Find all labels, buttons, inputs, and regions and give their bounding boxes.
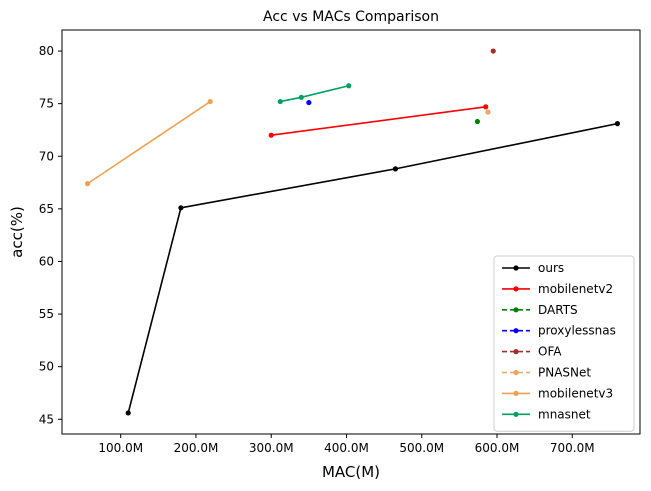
y-tick-label: 65 (39, 202, 54, 216)
series-ours (125, 121, 621, 416)
legend-label: DARTS (538, 303, 578, 317)
legend-swatch-marker (513, 411, 519, 417)
series-darts (474, 118, 481, 125)
x-tick-label: 400.0M (324, 441, 369, 455)
data-point-ours (614, 121, 621, 127)
y-tick-label: 75 (39, 97, 54, 111)
data-point-mnasnet (346, 83, 352, 89)
series-mobilenetv2 (268, 104, 489, 138)
series-proxylessnas (306, 99, 312, 106)
chart-title: Acc vs MACs Comparison (263, 9, 439, 25)
data-point-mobilenetv2 (268, 132, 274, 138)
x-tick-label: 500.0M (399, 441, 444, 455)
legend-label: mobilenetv3 (538, 386, 613, 400)
x-tick-label: 300.0M (249, 441, 294, 455)
legend-swatch-marker (513, 286, 519, 292)
data-point-mobilenetv2 (483, 104, 489, 110)
data-point-ours (392, 166, 399, 172)
series-line-ours (127, 122, 618, 414)
y-tick-label: 60 (39, 254, 54, 268)
y-tick-label: 55 (39, 307, 54, 321)
y-tick-label: 80 (39, 44, 54, 58)
legend-swatch-marker (513, 390, 519, 396)
data-point-pnasnet (485, 109, 491, 115)
series-line-mobilenetv2 (271, 106, 486, 137)
legend-swatch-marker (513, 307, 519, 313)
legend-box (493, 255, 635, 432)
legend-item-darts: DARTS (502, 303, 578, 317)
series-mobilenetv3 (84, 98, 213, 187)
y-tick-label: 70 (39, 149, 54, 163)
y-axis: 45 50 55 60 65 70 75 80 (39, 44, 62, 426)
legend-item-pnasnet: PNASNet (502, 366, 591, 380)
data-point-ofa (490, 48, 496, 54)
series-line-mobilenetv3 (87, 100, 211, 185)
data-point-ours (125, 410, 131, 416)
x-tick-label: 600.0M (475, 441, 520, 455)
y-axis-label: acc(%) (8, 206, 26, 258)
data-point-mobilenetv3 (84, 181, 91, 187)
legend-label: OFA (538, 345, 562, 359)
legend-item-mobilenetv3: mobilenetv3 (502, 386, 613, 400)
legend-swatch-marker (513, 328, 519, 334)
legend-item-ofa: OFA (502, 345, 562, 359)
plot-area (84, 48, 621, 416)
x-tick-label: 700.0M (550, 441, 595, 455)
legend-item-ours: ours (502, 261, 564, 275)
series-mnasnet (277, 83, 352, 105)
x-axis: 100.0M 200.0M 300.0M 400.0M 500.0M 600.0M 700.… (98, 434, 595, 455)
legend-label: proxylessnas (538, 324, 616, 338)
legend-label: mobilenetv2 (538, 282, 613, 296)
legend-swatch-marker (513, 265, 519, 271)
y-tick-label: 50 (39, 360, 54, 374)
legend: ours mobilenetv2 DARTS proxylessnas OFA PNASN… (493, 255, 635, 432)
data-point-ours (178, 205, 184, 211)
legend-label: mnasnet (538, 407, 591, 421)
series-ofa (490, 48, 496, 54)
legend-swatch-marker (513, 369, 519, 376)
data-point-darts (474, 118, 481, 125)
data-point-mnasnet (277, 98, 283, 105)
plot-frame (61, 29, 641, 435)
data-point-proxylessnas (306, 99, 312, 106)
legend-item-proxylessnas: proxylessnas (502, 324, 616, 338)
data-point-mnasnet (298, 94, 304, 100)
data-point-mobilenetv3 (207, 98, 213, 105)
y-tick-label: 45 (39, 412, 54, 426)
legend-label: PNASNet (538, 366, 591, 380)
legend-item-mobilenetv2: mobilenetv2 (502, 282, 613, 296)
x-axis-label: MAC(M) (322, 463, 380, 481)
series-pnasnet (485, 109, 491, 115)
x-tick-label: 200.0M (174, 441, 219, 455)
legend-label: ours (538, 261, 564, 275)
legend-swatch-marker (513, 349, 519, 355)
legend-item-mnasnet: mnasnet (502, 407, 591, 421)
x-tick-label: 100.0M (98, 441, 143, 455)
